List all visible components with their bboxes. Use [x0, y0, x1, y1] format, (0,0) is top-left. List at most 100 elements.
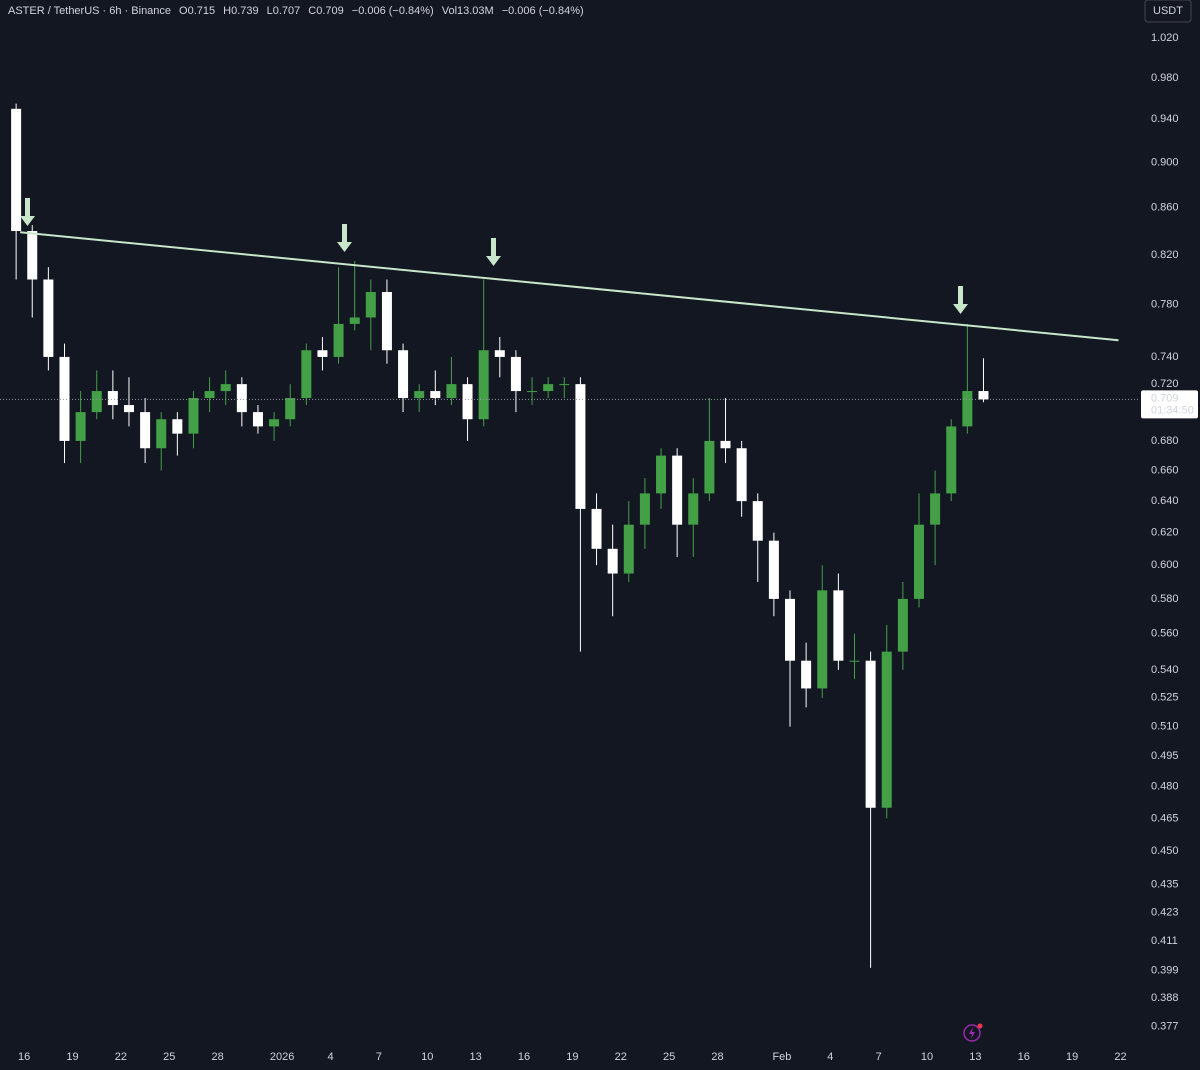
annotation-arrows	[20, 198, 968, 314]
y-tick-label: 0.388	[1151, 992, 1179, 1004]
x-tick-label: 13	[469, 1051, 481, 1063]
candle-body	[107, 391, 118, 406]
y-tick-label: 0.450	[1151, 845, 1179, 857]
candle-body	[768, 540, 779, 599]
y-tick-label: 0.820	[1151, 249, 1179, 261]
x-tick-label: 16	[18, 1051, 30, 1063]
candle-body	[656, 455, 667, 494]
candle-body	[752, 501, 763, 541]
candle-body	[897, 598, 908, 652]
y-tick-label: 0.940	[1151, 113, 1179, 125]
y-tick-label: 0.620	[1151, 527, 1179, 539]
candle-body	[91, 391, 102, 413]
candle-body	[946, 426, 957, 494]
candle-body	[478, 350, 489, 420]
currency-button[interactable]	[1144, 0, 1192, 23]
x-tick-label: 28	[711, 1051, 723, 1063]
arrow	[20, 198, 35, 226]
x-tick-label: 4	[827, 1051, 833, 1063]
candle-body	[817, 590, 828, 689]
x-tick-label: 7	[376, 1051, 382, 1063]
x-tick-label: 25	[663, 1051, 675, 1063]
candle-body	[510, 356, 521, 392]
candle-body	[172, 419, 183, 434]
candle-body	[204, 391, 215, 399]
y-tick-label: 1.020	[1151, 32, 1179, 44]
y-tick-label: 0.680	[1151, 435, 1179, 447]
x-tick-label: 22	[115, 1051, 127, 1063]
candle-body	[623, 524, 634, 574]
x-tick-label: 2026	[270, 1051, 294, 1063]
candle-body	[430, 391, 441, 399]
candle-body	[833, 590, 844, 661]
x-tick-label: 10	[421, 1051, 433, 1063]
candle-body	[75, 412, 86, 441]
candle-body	[188, 398, 199, 434]
y-tick-label: 0.525	[1151, 692, 1179, 704]
arrow	[337, 224, 352, 252]
candle-body	[672, 455, 683, 525]
y-tick-label: 0.423	[1151, 906, 1179, 918]
header-text: O0.715	[179, 5, 215, 17]
candle-body	[736, 448, 747, 502]
candle-body	[333, 323, 344, 357]
candle-body	[543, 384, 554, 392]
candle-body	[607, 548, 618, 574]
y-tick-label: 0.495	[1151, 750, 1179, 762]
y-tick-label: 0.720	[1151, 378, 1179, 390]
y-tick-label: 0.540	[1151, 664, 1179, 676]
trendline	[20, 231, 1119, 342]
candle-body	[913, 524, 924, 599]
candle-body	[881, 651, 892, 808]
currency-label: USDT	[1153, 5, 1183, 17]
candle-body	[494, 350, 505, 357]
y-tick-label: 0.435	[1151, 879, 1179, 891]
candle-body	[236, 384, 247, 413]
candle-body	[156, 419, 167, 449]
candle-body	[59, 356, 70, 441]
y-tick-label: 0.860	[1151, 202, 1179, 214]
header-text: L0.707	[267, 5, 301, 17]
alert-icon	[963, 1023, 983, 1042]
candle-body	[43, 279, 54, 357]
candle-body	[140, 412, 151, 449]
candle-body	[962, 391, 973, 427]
candle-body	[414, 391, 425, 399]
candle-body	[704, 440, 715, 494]
header-text: H0.739	[223, 5, 258, 17]
y-tick-label: 0.660	[1151, 464, 1179, 476]
candle-body	[446, 384, 457, 399]
candle-body	[559, 384, 570, 386]
candle-body	[720, 440, 731, 449]
candle-body	[301, 350, 312, 399]
countdown: 01:34:50	[1151, 404, 1194, 416]
x-tick-label: 16	[1018, 1051, 1030, 1063]
header-text: −0.006 (−0.84%)	[502, 5, 584, 17]
candle-body	[317, 350, 328, 357]
x-tick-label: 25	[163, 1051, 175, 1063]
x-tick-label: 22	[1114, 1051, 1126, 1063]
candle-body	[527, 391, 538, 393]
candle-body	[591, 508, 602, 549]
y-tick-label: 0.411	[1151, 935, 1178, 947]
candle-body	[27, 231, 38, 280]
x-tick-label: 7	[876, 1051, 882, 1063]
x-tick-label: 13	[969, 1051, 981, 1063]
y-tick-label: 0.465	[1151, 812, 1179, 824]
arrow	[953, 286, 968, 314]
candle-body	[930, 493, 941, 525]
candle-body	[252, 412, 263, 427]
candle-body	[639, 493, 650, 525]
candle-body	[978, 391, 989, 400]
header-text: Vol13.03M	[442, 5, 494, 17]
y-tick-label: 0.900	[1151, 156, 1179, 168]
x-tick-label: 19	[66, 1051, 78, 1063]
y-tick-label: 0.399	[1151, 964, 1179, 976]
arrow	[486, 238, 501, 266]
x-tick-label: 28	[212, 1051, 224, 1063]
candle-body	[865, 660, 876, 808]
candle-body	[285, 398, 296, 420]
candle-body	[688, 493, 699, 525]
y-tick-label: 0.480	[1151, 781, 1179, 793]
